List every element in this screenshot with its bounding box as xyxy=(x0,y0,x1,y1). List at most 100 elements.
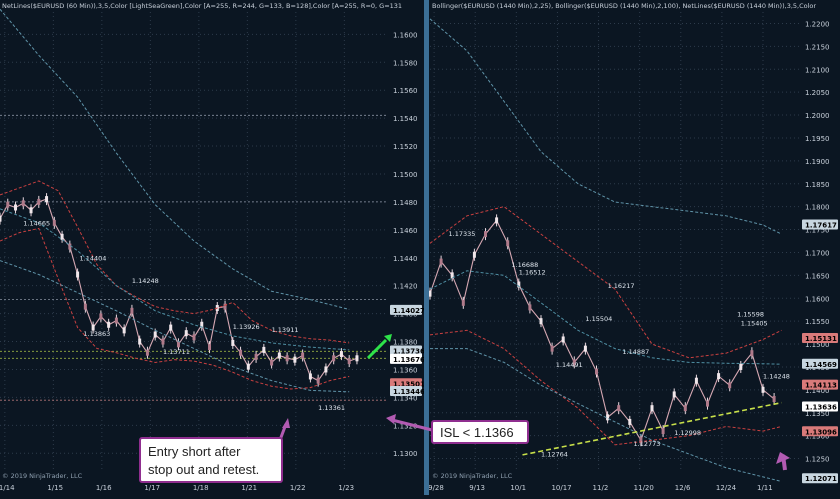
y-tick-label: 1.1700 xyxy=(805,249,830,257)
y-tick-label: 1.1540 xyxy=(393,115,418,123)
price-candle-body xyxy=(332,355,336,362)
price-tag-label: 1.14027 xyxy=(393,307,425,315)
price-annotation: 1.16512 xyxy=(519,268,546,276)
price-candle-body xyxy=(739,363,743,370)
price-tag-label: 1.13096 xyxy=(805,428,837,436)
isl-callout-box xyxy=(431,420,529,444)
x-tick-label: 1/21 xyxy=(241,484,257,492)
price-tag-label: 1.14569 xyxy=(805,361,837,369)
price-candle-body xyxy=(683,405,687,412)
y-tick-label: 1.1520 xyxy=(393,143,418,151)
price-annotation: 1.12998 xyxy=(674,429,701,437)
y-tick-label: 1.1850 xyxy=(805,181,830,189)
price-tag xyxy=(802,379,838,390)
price-candle-body xyxy=(639,437,643,444)
right-arrow-head xyxy=(776,452,790,464)
y-tick-label: 1.1800 xyxy=(805,204,830,212)
price-tag-label: 1.12071 xyxy=(805,475,837,483)
price-annotation: 1.12764 xyxy=(541,450,568,458)
y-tick-label: 1.1650 xyxy=(805,272,830,280)
y-tick-label: 1.1380 xyxy=(393,339,418,347)
x-tick-label: 9/28 xyxy=(428,484,444,492)
price-candle-body xyxy=(428,290,432,297)
x-tick-label: 11/20 xyxy=(634,484,654,492)
price-tag xyxy=(802,401,838,412)
support-trendline xyxy=(522,401,782,456)
x-tick-label: 11/2 xyxy=(593,484,609,492)
series-bollinger-upper-wide xyxy=(429,18,782,235)
x-tick-label: 1/23 xyxy=(338,484,354,492)
price-candle-body xyxy=(472,251,476,258)
price-candle-body xyxy=(161,338,165,345)
isl-arrow xyxy=(391,418,433,432)
x-tick-label: 9/13 xyxy=(469,484,485,492)
isl-callout: ISL < 1.1366 xyxy=(431,420,529,444)
price-tag-label: 1.13446 xyxy=(393,388,425,396)
panel-left: 1.13001.13201.13401.13601.13801.14001.14… xyxy=(0,2,425,492)
price-annotation: 1.15504 xyxy=(585,315,612,323)
price-candle-body xyxy=(223,303,227,310)
price-annotation: 1.12773 xyxy=(634,440,661,448)
price-candle-body xyxy=(29,207,33,214)
price-candle-body xyxy=(528,304,532,311)
price-candle-body xyxy=(717,373,721,380)
panel-title: Bollinger($EURUSD (1440 Min),2,25), Boll… xyxy=(432,2,816,10)
y-tick-label: 1.2100 xyxy=(805,66,830,74)
price-candle-body xyxy=(706,400,709,407)
price-tag xyxy=(802,358,838,369)
x-tick-label: 1/16 xyxy=(96,484,112,492)
price-candle-body xyxy=(169,324,173,331)
price-candle-body xyxy=(153,331,157,338)
price-tag-label: 1.13636 xyxy=(805,404,837,412)
price-candle-body xyxy=(628,418,632,425)
price-candle-body xyxy=(192,334,196,341)
series-bollinger-lower-wide xyxy=(430,348,782,482)
price-candle-body xyxy=(772,396,776,403)
price-candle-body xyxy=(270,359,274,366)
price-candle-body xyxy=(76,271,80,278)
price-candle-body xyxy=(277,352,281,359)
price-candle-body xyxy=(14,204,18,211)
price-candle-body xyxy=(461,299,465,306)
y-tick-label: 1.1250 xyxy=(805,456,830,464)
y-tick-label: 1.1320 xyxy=(393,422,418,430)
price-candle-body xyxy=(301,352,305,359)
x-tick-label: 1/11 xyxy=(757,484,773,492)
y-tick-label: 1.1600 xyxy=(805,295,830,303)
x-tick-label: 12/24 xyxy=(716,484,737,492)
series-price xyxy=(429,219,775,442)
panel-divider xyxy=(424,0,429,495)
price-annotation: 1.16217 xyxy=(608,282,635,290)
series-bollinger-upper-wide xyxy=(0,8,350,310)
series-bollinger-lower xyxy=(0,227,350,390)
price-annotation: 1.17335 xyxy=(449,230,476,238)
y-tick-label: 1.1340 xyxy=(393,394,418,402)
price-tag xyxy=(390,345,422,356)
price-candle-body xyxy=(114,317,118,324)
price-candle-body xyxy=(495,217,499,224)
copyright-text: © 2019 NinjaTrader, LLC xyxy=(432,472,513,480)
copyright-text: © 2019 NinjaTrader, LLC xyxy=(2,472,83,480)
price-candle-body xyxy=(99,313,103,320)
price-candle-body xyxy=(572,359,576,366)
price-tag-label: 1.13501 xyxy=(393,380,425,388)
price-candle-body xyxy=(761,386,765,393)
price-candle-body xyxy=(316,377,320,384)
price-candle-body xyxy=(484,231,487,238)
price-annotation: 1.13911 xyxy=(272,326,299,334)
isl-callout-text: ISL < 1.1366 xyxy=(440,425,514,440)
y-tick-label: 1.1420 xyxy=(393,283,418,291)
series-middle-band xyxy=(0,208,350,351)
price-tag xyxy=(390,353,422,364)
price-tag xyxy=(802,426,838,437)
x-tick-label: 12/6 xyxy=(675,484,691,492)
entry-callout-text: stop out and retest. xyxy=(148,462,259,477)
price-candle-body xyxy=(52,219,56,226)
x-tick-label: 1/15 xyxy=(47,484,63,492)
y-tick-label: 1.1950 xyxy=(805,135,830,143)
panel-right: 1.12501.13001.13501.14001.14501.15001.15… xyxy=(428,2,838,492)
price-tag xyxy=(802,473,838,484)
